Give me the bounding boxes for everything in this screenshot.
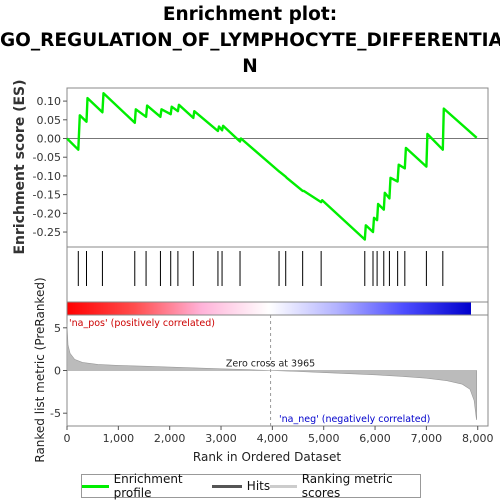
x-axis: 0 1,000 2,000 3,000 4,000 5,000 6,000 7,000 8,00… [64, 426, 494, 445]
es-y-tick-label: -0.25 [33, 226, 61, 239]
legend-swatch-hits [211, 484, 242, 488]
legend-label-metric: Ranking metric scores [301, 472, 393, 500]
hits-panel-frame [66, 246, 489, 303]
metric-y-tick-label: 5 [54, 322, 61, 335]
es-y-tick-label: -0.20 [33, 207, 61, 220]
es-y-tick-label: 0.05 [37, 114, 62, 127]
enrichment-profile-line [66, 91, 478, 241]
x-tick-label: 2,000 [154, 432, 186, 445]
positive-correlation-label: 'na_pos' (positively correlated) [69, 318, 215, 329]
x-tick-label: 8,000 [462, 432, 494, 445]
legend-item-hits: Hits [211, 479, 271, 493]
title-line-3: N [242, 56, 258, 77]
x-tick-label: 1,000 [103, 432, 135, 445]
legend-label-hits: Hits [246, 479, 271, 493]
es-y-tick-label: 0.10 [37, 95, 62, 108]
legend-item-enrichment: Enrichment profile [82, 472, 212, 500]
legend-label-enrichment: Enrichment profile [113, 472, 183, 500]
zero-cross-label: Zero cross at 3965 [226, 359, 315, 370]
chart-title: Enrichment plot: GO_REGULATION_OF_LYMPHO… [0, 2, 500, 80]
hit-markers [77, 251, 444, 286]
metric-y-axis: 5 0 -5 [50, 322, 67, 420]
es-panel-frame [66, 87, 489, 248]
title-line-2: GO_REGULATION_OF_LYMPHOCYTE_DIFFERENTIAT… [0, 30, 500, 51]
ranking-metric-area [66, 323, 477, 421]
x-tick-label: 7,000 [411, 432, 443, 445]
es-y-tick-label: -0.05 [33, 151, 61, 164]
x-axis-label: Rank in Ordered Dataset [193, 450, 341, 464]
x-tick-label: 6,000 [359, 432, 391, 445]
es-y-axis: 0.10 0.05 0.00 -0.05 -0.10 -0.15 -0.20 -0.25 [33, 95, 67, 239]
negative-correlation-label: 'na_neg' (negatively correlated) [279, 414, 430, 425]
es-y-tick-label: -0.15 [33, 189, 61, 202]
metric-y-tick-label: 0 [54, 365, 61, 378]
x-tick-label: 0 [64, 432, 71, 445]
rank-color-bar [67, 302, 471, 315]
es-y-tick-label: 0.00 [37, 133, 62, 146]
es-y-label: Enrichment score (ES) [12, 79, 28, 254]
legend-swatch-enrichment [82, 484, 109, 488]
legend-swatch-metric [270, 484, 297, 488]
x-tick-label: 3,000 [205, 432, 237, 445]
metric-y-label: Ranked list metric (PreRanked) [33, 277, 47, 462]
legend-item-metric: Ranking metric scores [270, 472, 420, 500]
legend: Enrichment profile Hits Ranking metric s… [81, 472, 421, 500]
x-tick-label: 4,000 [257, 432, 289, 445]
x-tick-label: 5,000 [308, 432, 340, 445]
metric-y-tick-label: -5 [50, 407, 61, 420]
es-y-tick-label: -0.10 [33, 170, 61, 183]
title-line-1: Enrichment plot: [162, 4, 338, 25]
